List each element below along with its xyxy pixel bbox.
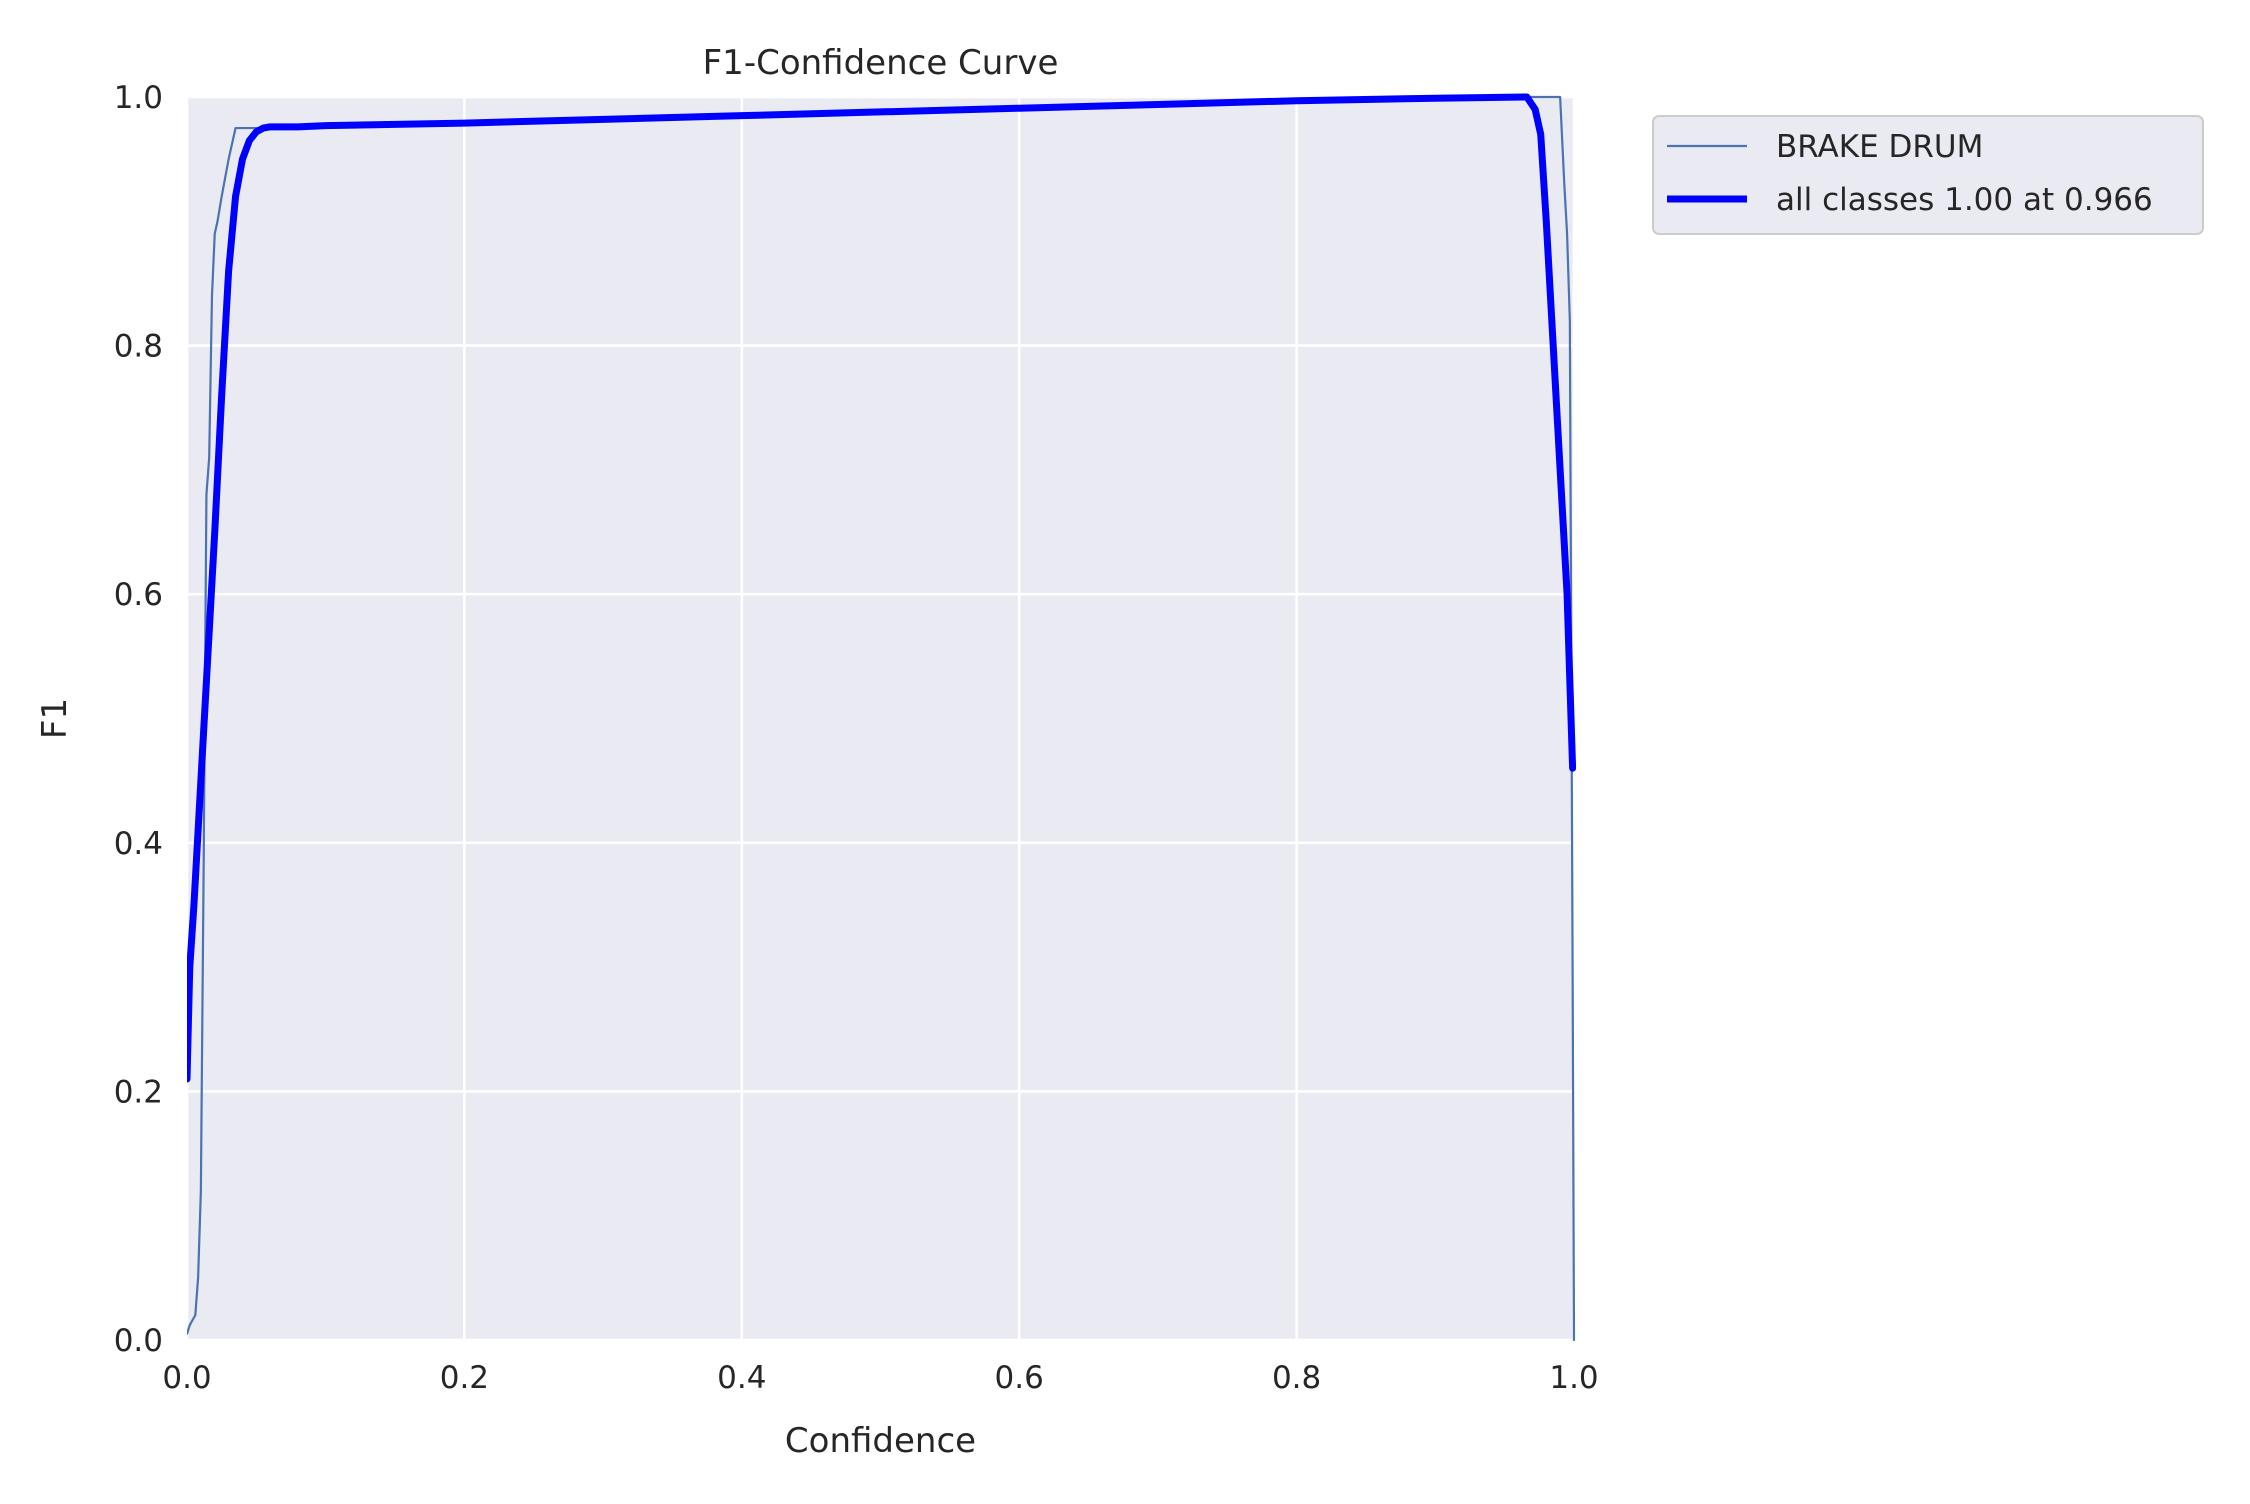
y-axis-label: F1 — [35, 698, 75, 739]
y-tick-label: 0.6 — [114, 577, 163, 613]
chart-title: F1-Confidence Curve — [703, 43, 1059, 83]
x-tick-label: 1.0 — [1549, 1360, 1598, 1396]
y-tick-label: 0.2 — [114, 1074, 163, 1110]
series-lines — [187, 93, 1576, 1342]
legend: BRAKE DRUM all classes 1.00 at 0.966 — [1652, 115, 2204, 235]
series-line-1 — [187, 93, 1576, 1083]
y-axis-ticks: 0.0 0.2 0.4 0.6 0.8 1.0 — [114, 80, 163, 1359]
x-tick-label: 0.2 — [440, 1360, 489, 1396]
y-tick-label: 1.0 — [114, 80, 163, 116]
x-tick-label: 0.0 — [162, 1360, 211, 1396]
y-tick-label: 0.4 — [114, 826, 163, 862]
x-tick-label: 0.6 — [995, 1360, 1044, 1396]
legend-box — [1652, 115, 2204, 235]
x-tick-label: 0.8 — [1272, 1360, 1321, 1396]
x-axis-label: Confidence — [785, 1421, 976, 1461]
legend-label: all classes 1.00 at 0.966 — [1776, 182, 2153, 218]
legend-label: BRAKE DRUM — [1776, 129, 1983, 165]
y-tick-label: 0.0 — [114, 1323, 163, 1359]
x-axis-ticks: 0.0 0.2 0.4 0.6 0.8 1.0 — [162, 1360, 1598, 1396]
y-tick-label: 0.8 — [114, 329, 163, 365]
plot-area — [187, 97, 1574, 1340]
x-tick-label: 0.4 — [717, 1360, 766, 1396]
